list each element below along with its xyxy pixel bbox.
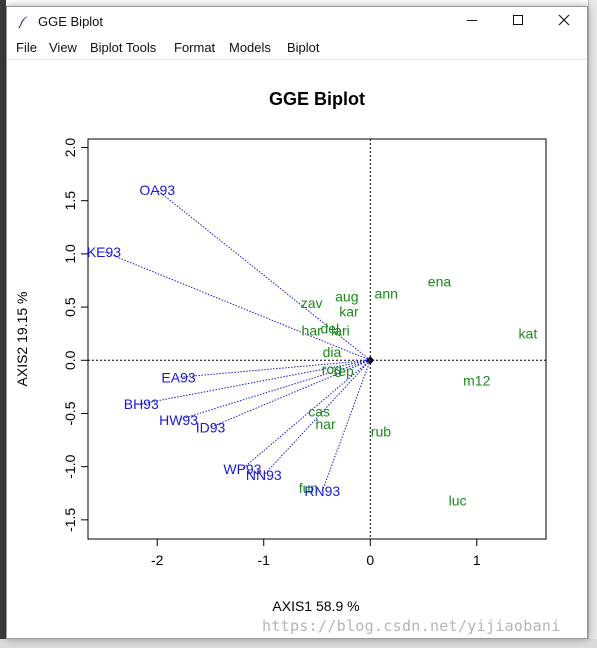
- genotype-label: dia: [323, 344, 342, 360]
- menu-format[interactable]: Format: [174, 40, 216, 55]
- feather-icon: [16, 14, 32, 30]
- minimize-icon: [466, 13, 478, 31]
- x-axis-label: AXIS1 58.9 %: [272, 598, 359, 614]
- background-bottom-strip: [0, 639, 597, 648]
- environment-label: KE93: [87, 244, 121, 260]
- x-tick-label: -2: [151, 552, 164, 568]
- environment-vector: [156, 189, 371, 361]
- environment-label: NN93: [246, 467, 282, 483]
- y-tick-label: 2.0: [62, 138, 78, 158]
- menu-view[interactable]: View: [49, 40, 77, 55]
- watermark-url: https://blog.csdn.net/yijiaobani: [262, 617, 561, 635]
- close-button[interactable]: [541, 7, 587, 36]
- genotype-label: ann: [375, 285, 398, 301]
- title-bar: GGE Biplot: [7, 7, 587, 36]
- environment-label: BH93: [124, 396, 159, 412]
- environment-vector: [242, 359, 371, 470]
- close-icon: [558, 13, 570, 31]
- environment-label: WP93: [223, 461, 261, 477]
- background-right-strip: [588, 0, 597, 648]
- y-tick-label: -1.0: [62, 454, 78, 478]
- genotype-label: ena: [428, 274, 452, 290]
- window-title: GGE Biplot: [38, 14, 104, 29]
- y-tick-label: 0.0: [62, 350, 78, 370]
- y-tick-label: -1.5: [62, 508, 78, 532]
- minimize-button[interactable]: [449, 7, 495, 36]
- y-tick-label: 0.5: [62, 297, 78, 317]
- environment-vector: [321, 360, 371, 492]
- genotype-label: rub: [371, 424, 391, 440]
- genotype-label: kar: [339, 303, 359, 319]
- plot-area: GGE Biplot -2 -1 0 1 -1.5 -1.0 -0.5 0.0 0.5 1.0 1…: [7, 60, 587, 638]
- menu-models[interactable]: Models: [229, 40, 271, 55]
- environment-label: ID93: [196, 419, 226, 435]
- environment-label: RN93: [304, 483, 340, 499]
- maximize-button[interactable]: [495, 7, 541, 36]
- environment-vector: [178, 359, 371, 421]
- genotype-label: fun: [299, 480, 318, 496]
- genotype-label: aug: [335, 288, 358, 304]
- y-tick-label: 1.0: [62, 244, 78, 264]
- biplot-chart: GGE Biplot -2 -1 0 1 -1.5 -1.0 -0.5 0.0 0.5 1.0 1…: [14, 89, 547, 614]
- y-tick-label: -0.5: [62, 401, 78, 425]
- genotype-label: luc: [449, 493, 467, 509]
- menu-bar: File View Biplot Tools Format Models Bip…: [7, 37, 587, 60]
- genotype-label: har: [315, 416, 336, 432]
- genotype-label: zav: [301, 295, 323, 311]
- genotype-label: kat: [519, 326, 538, 342]
- x-tick-label: -1: [258, 552, 271, 568]
- app-window: GGE Biplot File View Biplot Tools Format…: [6, 6, 588, 639]
- genotype-label: har: [302, 322, 323, 338]
- menu-file[interactable]: File: [16, 40, 37, 55]
- environment-vector: [210, 359, 371, 428]
- genotype-label: cas: [308, 403, 330, 419]
- environment-label: EA93: [161, 369, 195, 385]
- y-tick-label: 1.5: [62, 191, 78, 211]
- x-tick-label: 1: [473, 552, 481, 568]
- environment-vector: [263, 359, 371, 476]
- menu-biplot-tools[interactable]: Biplot Tools: [90, 40, 157, 55]
- genotype-label: lari: [331, 322, 350, 338]
- y-axis-label: AXIS2 19.15 %: [14, 292, 30, 387]
- chart-title: GGE Biplot: [269, 89, 365, 109]
- genotype-label: del: [320, 320, 339, 336]
- environment-label: HW93: [159, 412, 198, 428]
- background-left-strip: [0, 0, 6, 648]
- maximize-icon: [512, 13, 524, 31]
- x-tick-label: 0: [366, 552, 374, 568]
- genotype-label: m12: [463, 372, 490, 388]
- genotype-label: rog: [322, 361, 342, 377]
- genotype-label: rep: [334, 363, 354, 379]
- environment-label: OA93: [139, 182, 175, 198]
- environment-vector: [178, 359, 371, 378]
- menu-biplot[interactable]: Biplot: [287, 40, 320, 55]
